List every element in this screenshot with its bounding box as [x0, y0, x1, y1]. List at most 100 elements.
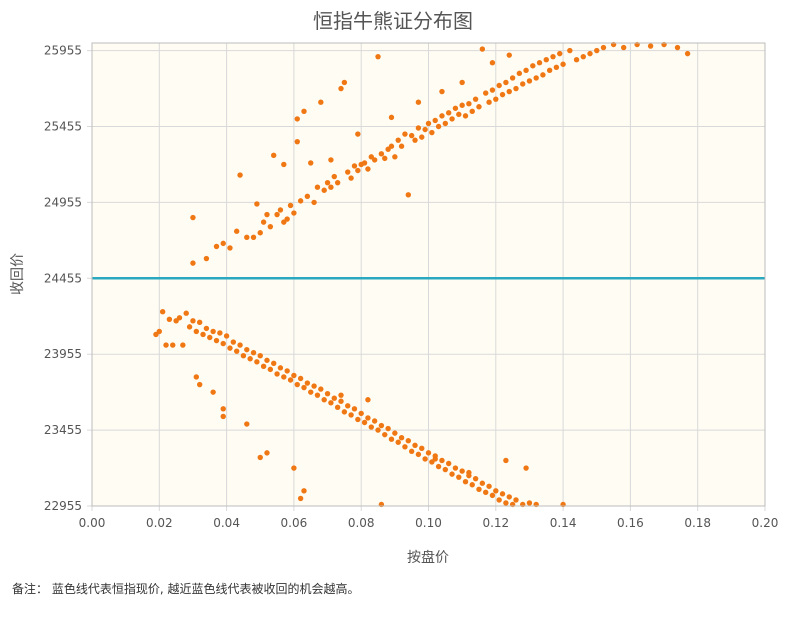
data-point: [318, 99, 324, 105]
data-point: [294, 381, 300, 388]
data-point: [358, 410, 364, 417]
footnote: 备注： 蓝色线代表恒指现价, 越近蓝色线代表被收回的机会越高。: [12, 582, 360, 596]
data-point: [193, 328, 200, 335]
data-point: [244, 346, 250, 353]
x-tick-label: 0.06: [281, 516, 308, 530]
data-point: [503, 79, 509, 86]
data-point: [479, 46, 486, 52]
data-point: [408, 132, 415, 139]
data-point: [190, 318, 196, 324]
data-point: [345, 403, 351, 409]
data-point: [361, 419, 368, 426]
data-point: [244, 421, 250, 427]
data-point: [220, 413, 226, 420]
scatter-chart: 恒指牛熊证分布图 0.00 0.02 0.04 0.06 0.08 0.10 0.12 0.1…: [10, 9, 779, 566]
data-point: [213, 337, 220, 344]
data-point: [600, 44, 607, 51]
data-point: [351, 406, 358, 412]
data-point: [301, 384, 307, 391]
data-point: [398, 143, 405, 149]
data-point: [415, 451, 422, 458]
chart-container: 恒指牛熊证分布图 0.00 0.02 0.04 0.06 0.08 0.10 0.12 0.1…: [10, 9, 779, 566]
data-point: [328, 184, 334, 190]
x-tick-label: 0.14: [550, 516, 577, 530]
data-point: [210, 328, 216, 335]
data-point: [533, 75, 539, 81]
data-point: [274, 371, 280, 377]
data-point: [250, 234, 257, 241]
data-point: [506, 494, 512, 500]
data-point: [479, 480, 486, 486]
data-point: [264, 211, 270, 218]
data-point: [264, 357, 270, 363]
data-point: [274, 211, 280, 218]
data-point: [684, 50, 691, 57]
x-tick-label: 0.10: [415, 516, 442, 530]
data-point: [361, 160, 368, 166]
data-point: [254, 359, 260, 365]
data-point: [432, 117, 438, 124]
data-point: [513, 497, 519, 503]
data-point: [442, 466, 449, 473]
data-point: [489, 87, 496, 93]
data-point: [200, 331, 206, 338]
data-point: [341, 79, 348, 86]
data-point: [190, 260, 196, 266]
data-point: [378, 422, 385, 429]
data-point: [220, 406, 226, 412]
data-point: [163, 342, 169, 348]
data-point: [573, 56, 580, 63]
axis-tick-labels: 0.00 0.02 0.04 0.06 0.08 0.10 0.12 0.14 0.16 0.18…: [44, 44, 779, 530]
x-axis-label: 按盘价: [407, 549, 449, 566]
data-point: [321, 187, 327, 193]
data-point: [281, 161, 287, 168]
y-axis-label: 收回价: [10, 253, 26, 295]
data-point: [277, 365, 284, 371]
data-point: [439, 457, 445, 464]
x-tick-label: 0.02: [146, 516, 173, 530]
data-point: [250, 349, 257, 356]
data-point: [513, 85, 519, 92]
y-tick-label: 23455: [44, 423, 82, 437]
data-point: [348, 175, 354, 181]
data-point: [328, 157, 334, 163]
data-point: [375, 53, 381, 60]
data-point: [425, 450, 432, 456]
data-point: [496, 497, 502, 503]
data-point: [499, 91, 506, 98]
data-point: [257, 353, 263, 359]
data-point: [338, 392, 344, 398]
data-point: [355, 416, 361, 423]
data-point: [493, 96, 499, 102]
data-point: [419, 134, 425, 140]
data-point: [240, 353, 247, 359]
data-point: [483, 489, 489, 496]
data-point: [476, 486, 482, 493]
data-point: [567, 47, 573, 54]
data-point: [550, 53, 556, 60]
data-point: [271, 152, 277, 159]
data-point: [348, 412, 354, 418]
data-point: [442, 120, 449, 127]
data-point: [493, 488, 499, 494]
data-point: [311, 383, 317, 389]
x-tick-label: 0.18: [684, 516, 711, 530]
data-point: [264, 450, 270, 456]
data-point: [321, 397, 327, 403]
data-point: [452, 105, 459, 111]
x-tick-label: 0.12: [482, 516, 509, 530]
data-point: [388, 143, 395, 149]
data-point: [311, 199, 317, 206]
data-point: [304, 193, 311, 200]
data-point: [553, 64, 560, 70]
data-point: [254, 201, 260, 207]
data-point: [419, 445, 425, 452]
data-point: [331, 173, 337, 180]
data-point: [318, 386, 324, 392]
data-point: [483, 90, 489, 96]
x-tick-label: 0.04: [213, 516, 240, 530]
data-point: [587, 50, 593, 57]
data-point: [499, 491, 506, 497]
data-point: [233, 228, 240, 234]
data-point: [466, 469, 472, 476]
